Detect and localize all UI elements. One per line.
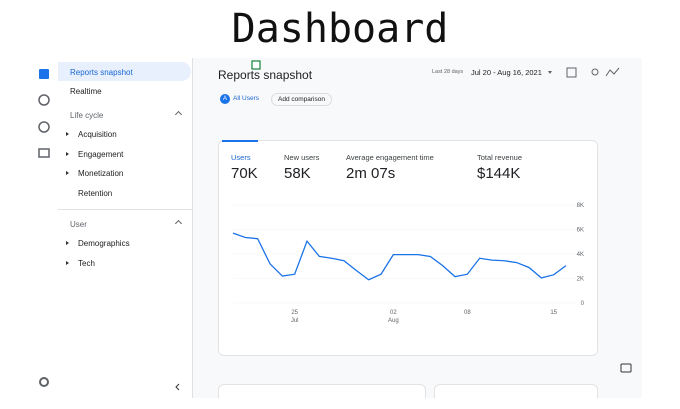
x-month-label: Aug <box>388 318 399 324</box>
date-range[interactable]: Jul 20 - Aug 16, 2021 <box>471 68 542 77</box>
metric-value: $144K <box>477 165 521 182</box>
add-comparison[interactable]: Add comparison <box>271 93 332 106</box>
metric-label: Average engagement time <box>346 153 434 162</box>
nav-item[interactable]: Tech <box>78 258 95 268</box>
x-tick-label: 02 <box>390 310 397 316</box>
settings-icon[interactable] <box>39 377 49 387</box>
nav-item[interactable]: Retention <box>78 188 113 198</box>
card <box>218 384 426 398</box>
y-tick-label: 8K <box>577 203 584 209</box>
y-tick-label: 2K <box>577 277 584 283</box>
collapse-icon[interactable] <box>175 383 180 391</box>
line-chart: 0 2K 4K 6K 8K 25 Jul 02 Aug 08 15 <box>232 203 585 324</box>
y-tick-label: 6K <box>577 228 584 234</box>
nav-highlight <box>58 62 191 81</box>
expand-arrow[interactable] <box>66 151 69 156</box>
metric-label: New users <box>284 153 320 162</box>
icon-rail <box>30 58 58 398</box>
edit-icon[interactable] <box>566 67 577 78</box>
x-tick-label: 08 <box>464 310 471 316</box>
nav-item[interactable]: Monetization <box>78 169 124 178</box>
section-title[interactable]: User <box>70 220 87 229</box>
segment-chip[interactable]: All Users <box>233 95 260 102</box>
nav-panel: Reports snapshot Realtime Life cycle Acquis… <box>58 58 193 398</box>
metric-label: Users <box>231 153 251 162</box>
nav-item[interactable]: Realtime <box>70 87 102 96</box>
expand-arrow[interactable] <box>66 132 69 136</box>
active-tab <box>222 140 258 142</box>
share-icon[interactable] <box>591 68 599 76</box>
section-title[interactable]: Life cycle <box>70 111 104 120</box>
card <box>434 384 598 398</box>
explore-icon[interactable] <box>38 94 50 106</box>
expand-arrow[interactable] <box>66 171 69 175</box>
y-tick-label: 0 <box>581 301 585 307</box>
overlay <box>175 60 632 391</box>
divider <box>58 209 192 210</box>
feedback-icon[interactable] <box>620 363 632 373</box>
data-line <box>232 232 567 281</box>
nav-item[interactable]: Demographics <box>78 239 130 248</box>
metric-value: 2m 07s <box>346 165 396 182</box>
page-title: Dashboard <box>231 6 449 52</box>
nav-item[interactable]: Acquisition <box>78 130 117 139</box>
configure-icon[interactable] <box>38 148 50 158</box>
x-tick-label: 25 <box>291 310 298 316</box>
metric-label: Total revenue <box>477 153 523 162</box>
segment-badge: A <box>220 94 230 104</box>
expand-arrow[interactable] <box>66 241 69 245</box>
advertising-icon[interactable] <box>38 121 50 133</box>
metric-value: 58K <box>284 165 311 182</box>
nav-item[interactable]: Engagement <box>78 149 124 159</box>
chart-card <box>218 140 598 356</box>
expand-arrow[interactable] <box>66 260 69 265</box>
dropdown-arrow[interactable] <box>548 71 552 74</box>
app-window: Reports snapshot Realtime Life cycle Acquis… <box>30 58 642 398</box>
x-month-label: Jul <box>291 318 299 324</box>
insights-icon[interactable] <box>605 67 620 77</box>
x-tick-label: 15 <box>550 310 557 316</box>
range-label: Last 28 days <box>432 69 464 75</box>
report-title: Reports snapshot <box>218 68 313 82</box>
metric-value: 70K <box>231 165 258 182</box>
y-tick-label: 4K <box>577 252 584 258</box>
report-status-icon <box>251 60 261 70</box>
rail-icons <box>38 69 50 387</box>
nav-item[interactable]: Reports snapshot <box>70 68 133 77</box>
reports-icon[interactable] <box>39 69 49 79</box>
